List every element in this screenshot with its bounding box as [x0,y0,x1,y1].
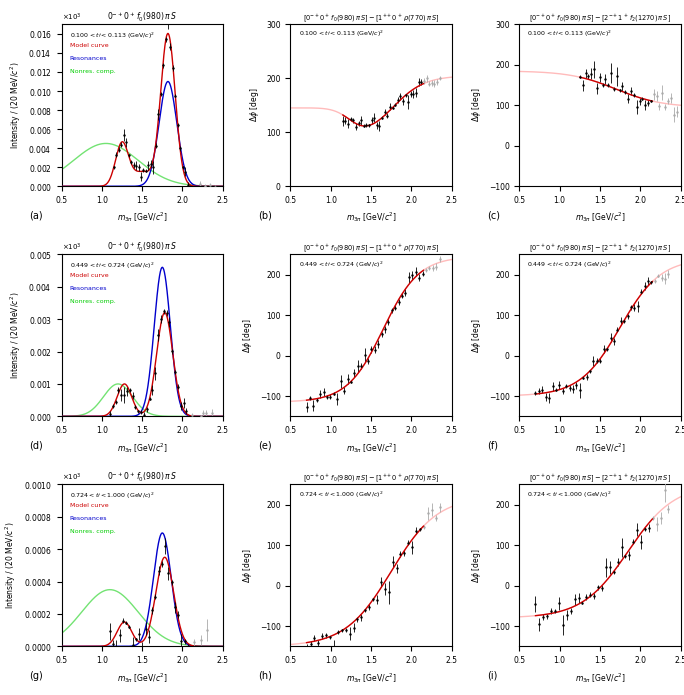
Text: Nonres. comp.: Nonres. comp. [70,299,116,304]
Y-axis label: $\Delta\phi$ [deg]: $\Delta\phi$ [deg] [470,88,483,122]
X-axis label: $m_{3\pi}$ [GeV/$c^2$]: $m_{3\pi}$ [GeV/$c^2$] [345,211,397,224]
X-axis label: $m_{3\pi}$ [GeV/$c^2$]: $m_{3\pi}$ [GeV/$c^2$] [117,211,168,224]
Text: $0.449 < t\prime < 0.724\ (\mathrm{GeV}/c)^2$: $0.449 < t\prime < 0.724\ (\mathrm{GeV}/… [527,259,612,270]
X-axis label: $m_{3\pi}$ [GeV/$c^2$]: $m_{3\pi}$ [GeV/$c^2$] [345,441,397,455]
X-axis label: $m_{3\pi}$ [GeV/$c^2$]: $m_{3\pi}$ [GeV/$c^2$] [575,671,625,685]
X-axis label: $m_{3\pi}$ [GeV/$c^2$]: $m_{3\pi}$ [GeV/$c^2$] [575,211,625,224]
Text: (i): (i) [487,671,497,680]
Text: (b): (b) [259,211,272,221]
Text: Model curve: Model curve [70,273,108,278]
X-axis label: $m_{3\pi}$ [GeV/$c^2$]: $m_{3\pi}$ [GeV/$c^2$] [575,441,625,455]
Title: $0^{-+}0^+\,f_0(980)\,\pi\,S$: $0^{-+}0^+\,f_0(980)\,\pi\,S$ [107,471,177,484]
Text: $0.449 < t\prime < 0.724\ (\mathrm{GeV}/c)^2$: $0.449 < t\prime < 0.724\ (\mathrm{GeV}/… [298,259,383,270]
Y-axis label: $\Delta\phi$ [deg]: $\Delta\phi$ [deg] [241,318,254,352]
Text: $0.100 < t\prime < 0.113\ (\mathrm{GeV}/c)^2$: $0.100 < t\prime < 0.113\ (\mathrm{GeV}/… [527,29,613,40]
Y-axis label: Intensity / (20 MeV/$c^2$): Intensity / (20 MeV/$c^2$) [8,62,23,149]
Text: Resonances: Resonances [70,286,107,291]
Y-axis label: $\Delta\phi$ [deg]: $\Delta\phi$ [deg] [470,318,483,352]
Text: $0.100 < t\prime < 0.113\ (\mathrm{GeV}/c)^2$: $0.100 < t\prime < 0.113\ (\mathrm{GeV}/… [298,29,384,40]
Text: Resonances: Resonances [70,516,107,521]
Text: (h): (h) [259,671,272,680]
X-axis label: $m_{3\pi}$ [GeV/$c^2$]: $m_{3\pi}$ [GeV/$c^2$] [117,441,168,455]
Text: Nonres. comp.: Nonres. comp. [70,529,116,534]
Title: $[0^{-+}0^+\,f_0(980)\,\pi\,S] - [1^{++}0^+\,\rho(770)\,\pi\,S]$: $[0^{-+}0^+\,f_0(980)\,\pi\,S] - [1^{++}… [303,243,439,254]
Text: (c): (c) [487,211,500,221]
Y-axis label: $\Delta\phi$ [deg]: $\Delta\phi$ [deg] [470,548,483,582]
Y-axis label: $\Delta\phi$ [deg]: $\Delta\phi$ [deg] [241,548,254,582]
Text: $0.724 < t\prime < 1.000\ (\mathrm{GeV}/c)^2$: $0.724 < t\prime < 1.000\ (\mathrm{GeV}/… [298,489,383,500]
Text: $0.724 < t\prime < 1.000\ (\mathrm{GeV}/c)^2$: $0.724 < t\prime < 1.000\ (\mathrm{GeV}/… [70,491,154,501]
Text: (e): (e) [259,441,272,451]
Title: $0^{-+}0^+\,f_0(980)\,\pi\,S$: $0^{-+}0^+\,f_0(980)\,\pi\,S$ [107,11,177,24]
Text: $0.449 < t\prime < 0.724\ (\mathrm{GeV}/c)^2$: $0.449 < t\prime < 0.724\ (\mathrm{GeV}/… [70,261,154,271]
Text: Model curve: Model curve [70,503,108,508]
Text: (a): (a) [29,211,43,221]
Text: (g): (g) [29,671,43,680]
X-axis label: $m_{3\pi}$ [GeV/$c^2$]: $m_{3\pi}$ [GeV/$c^2$] [345,671,397,685]
Text: $0.724 < t\prime < 1.000\ (\mathrm{GeV}/c)^2$: $0.724 < t\prime < 1.000\ (\mathrm{GeV}/… [527,489,612,500]
Text: Model curve: Model curve [70,43,108,48]
Text: Resonances: Resonances [70,56,107,61]
Title: $[0^{-+}0^+\,f_0(980)\,\pi\,S] - [2^{-+}1^+\,f_2(1270)\,\pi\,S]$: $[0^{-+}0^+\,f_0(980)\,\pi\,S] - [2^{-+}… [529,13,671,24]
Y-axis label: Intensity / (20 MeV/$c^2$): Intensity / (20 MeV/$c^2$) [8,292,23,379]
Title: $[0^{-+}0^+\,f_0(980)\,\pi\,S] - [2^{-+}1^+\,f_2(1270)\,\pi\,S]$: $[0^{-+}0^+\,f_0(980)\,\pi\,S] - [2^{-+}… [529,473,671,484]
Title: $[0^{-+}0^+\,f_0(980)\,\pi\,S] - [1^{++}0^+\,\rho(770)\,\pi\,S]$: $[0^{-+}0^+\,f_0(980)\,\pi\,S] - [1^{++}… [303,13,439,24]
Y-axis label: $\Delta\phi$ [deg]: $\Delta\phi$ [deg] [248,88,261,122]
Text: $0.100 < t\prime < 0.113\ (\mathrm{GeV}/c)^2$: $0.100 < t\prime < 0.113\ (\mathrm{GeV}/… [70,31,155,41]
Title: $0^{-+}0^+\,f_0(980)\,\pi\,S$: $0^{-+}0^+\,f_0(980)\,\pi\,S$ [107,241,177,254]
X-axis label: $m_{3\pi}$ [GeV/$c^2$]: $m_{3\pi}$ [GeV/$c^2$] [117,671,168,685]
Title: $[0^{-+}0^+\,f_0(980)\,\pi\,S] - [2^{-+}1^+\,f_2(1270)\,\pi\,S]$: $[0^{-+}0^+\,f_0(980)\,\pi\,S] - [2^{-+}… [529,243,671,254]
Text: Nonres. comp.: Nonres. comp. [70,69,116,74]
Text: (d): (d) [29,441,43,451]
Y-axis label: Intensity / (20 MeV/$c^2$): Intensity / (20 MeV/$c^2$) [3,522,18,609]
Title: $[0^{-+}0^+\,f_0(980)\,\pi\,S] - [1^{++}0^+\,\rho(770)\,\pi\,S]$: $[0^{-+}0^+\,f_0(980)\,\pi\,S] - [1^{++}… [303,473,439,484]
Text: (f): (f) [487,441,498,451]
